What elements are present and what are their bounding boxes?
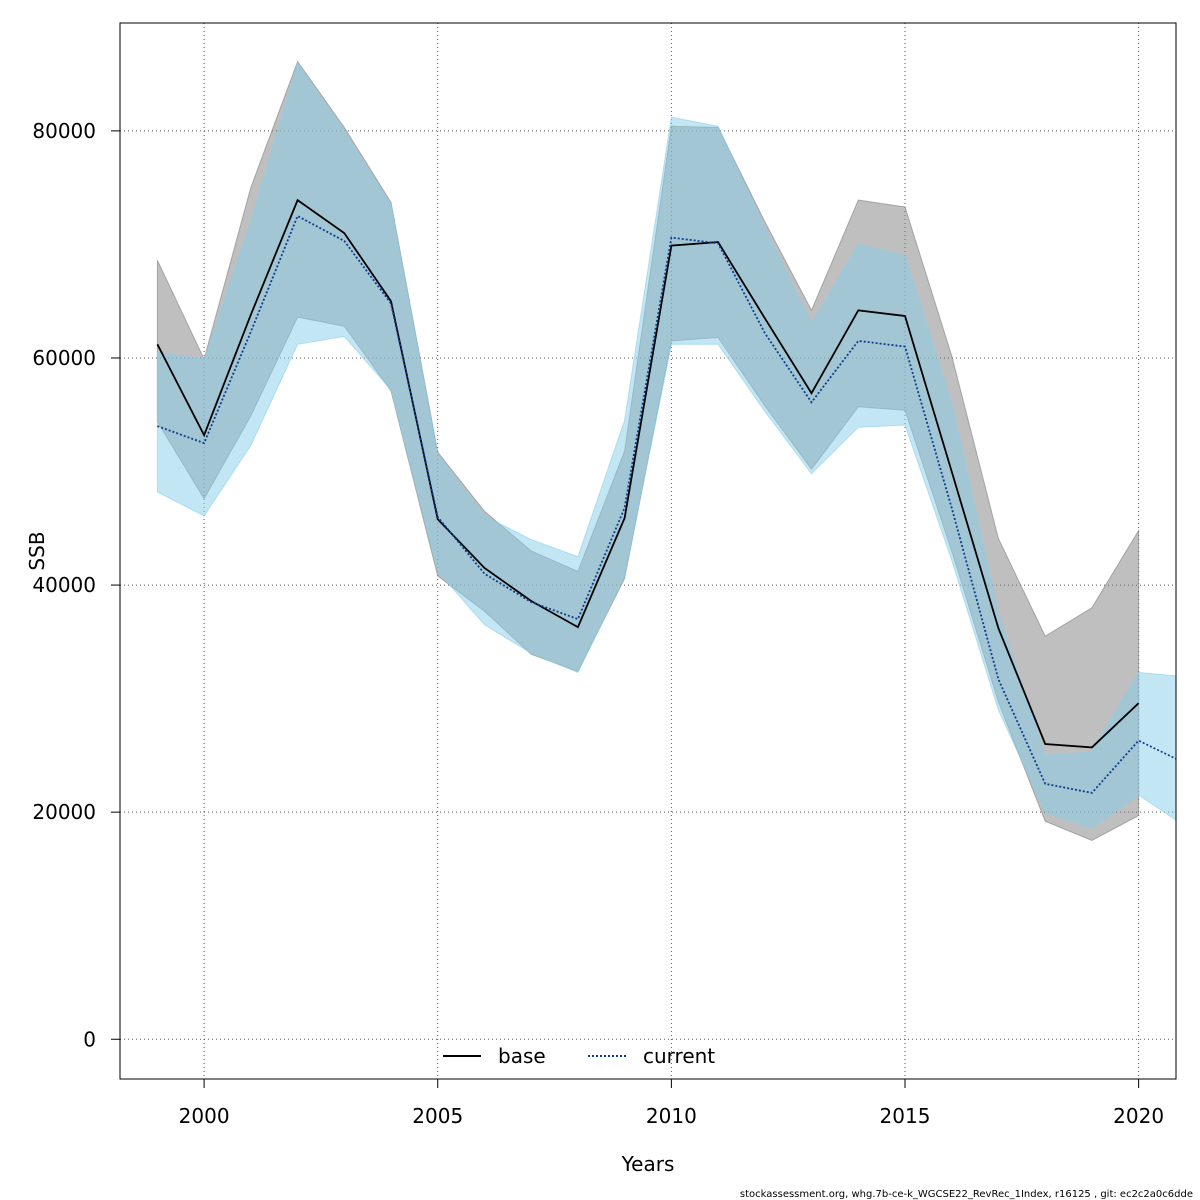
x-tick-label-1: 2005 [412,1104,463,1128]
band-current [156,61,1176,829]
y-tick-label-1: 20000 [32,800,96,824]
x-axis-label: Years [621,1152,675,1176]
x-tick-label-0: 2000 [179,1104,230,1128]
x-tick-label-3: 2015 [880,1104,931,1128]
y-tick-label-0: 0 [83,1027,96,1051]
series-lines [156,198,1176,794]
y-axis: 0 20000 40000 60000 80000 [32,119,120,1051]
legend: base current [443,1044,715,1068]
legend-label-base: base [498,1044,546,1068]
x-axis: 2000 2005 2010 2015 2020 [179,1079,1164,1128]
confidence-bands [156,60,1176,842]
x-tick-label-2: 2010 [646,1104,697,1128]
footer-text: stockassessment.org, whg.7b-ce-k_WGCSE22… [740,1189,1193,1200]
series-line-base [156,198,1140,749]
y-tick-label-3: 60000 [32,346,96,370]
series-line-current [157,214,1176,794]
y-tick-label-2: 40000 [32,573,96,597]
legend-label-current: current [643,1044,715,1068]
y-tick-label-4: 80000 [32,119,96,143]
plot-frame [119,22,1177,1080]
y-axis-label: SSB [25,531,49,570]
x-tick-label-4: 2020 [1113,1104,1164,1128]
